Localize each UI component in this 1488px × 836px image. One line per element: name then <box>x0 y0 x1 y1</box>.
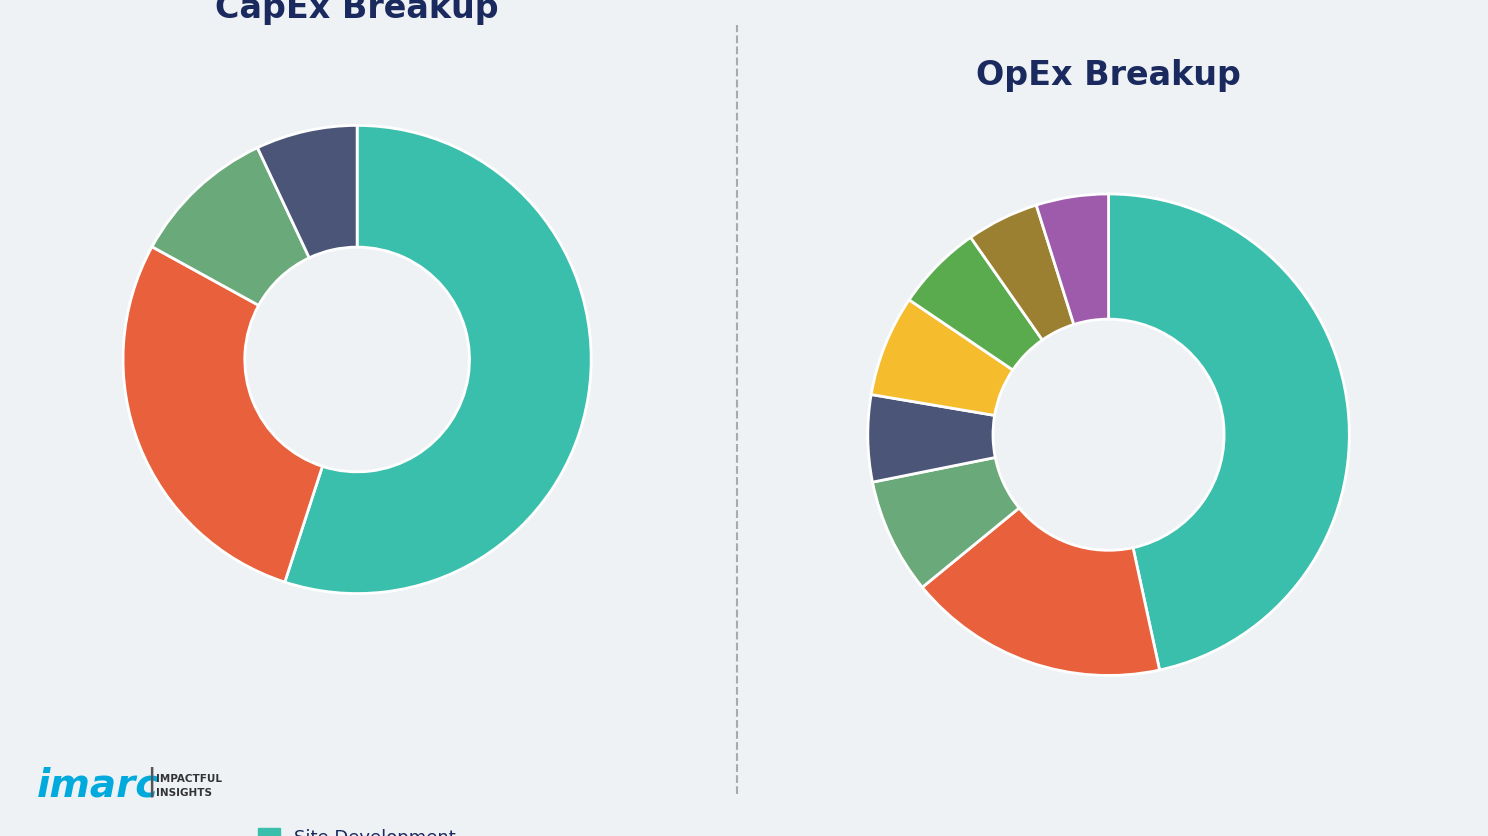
Wedge shape <box>284 125 591 594</box>
Wedge shape <box>872 457 1019 587</box>
Wedge shape <box>152 148 310 305</box>
Wedge shape <box>124 247 323 582</box>
Wedge shape <box>909 237 1043 370</box>
Legend: Site Development, Civil Works, Machinery, Others: Site Development, Civil Works, Machinery… <box>251 820 463 836</box>
Wedge shape <box>970 205 1074 340</box>
Text: INSIGHTS: INSIGHTS <box>156 788 213 798</box>
Text: |: | <box>146 767 156 797</box>
Wedge shape <box>870 300 1013 415</box>
Title: CapEx Breakup: CapEx Breakup <box>216 0 498 25</box>
Title: OpEx Breakup: OpEx Breakup <box>976 59 1241 92</box>
Wedge shape <box>868 395 995 482</box>
Text: imarc: imarc <box>37 767 159 805</box>
Wedge shape <box>1109 194 1350 670</box>
Wedge shape <box>257 125 357 257</box>
Text: IMPACTFUL: IMPACTFUL <box>156 774 222 784</box>
Wedge shape <box>1036 194 1109 324</box>
Wedge shape <box>923 508 1159 675</box>
